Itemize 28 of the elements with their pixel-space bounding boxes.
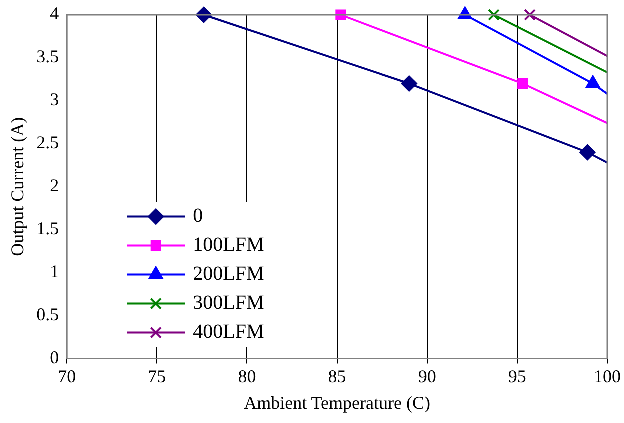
legend-label: 300LFM: [193, 292, 264, 314]
y-tick-label: 4: [50, 4, 60, 24]
y-tick-label: 0.5: [36, 304, 60, 325]
y-tick-label: 1.5: [36, 218, 60, 239]
legend-label: 200LFM: [193, 263, 264, 286]
legend-label: 0: [193, 205, 204, 228]
x-tick-label: 70: [58, 366, 76, 386]
x-tick-label: 75: [148, 366, 166, 386]
point: [518, 78, 528, 90]
x-tick-label: 100: [594, 366, 621, 386]
x-axis-title: Ambient Temperature (C): [244, 392, 430, 413]
x-tick-label: 80: [238, 366, 256, 386]
point: [488, 9, 500, 21]
y-tick-label: 2: [50, 176, 60, 196]
x-tick-label: 90: [418, 366, 436, 386]
point: [524, 9, 536, 21]
x-tick-label: 85: [328, 366, 346, 386]
legend-label: 100LFM: [193, 234, 264, 256]
y-axis-title: Output Current (A): [8, 117, 28, 256]
y-tick-label: 1: [50, 262, 60, 282]
y-tick-label: 3: [50, 90, 60, 110]
x-tick-label: 95: [508, 366, 526, 386]
point: [580, 144, 596, 161]
legend-label: 400LFM: [193, 321, 264, 344]
y-tick-label: 2.5: [36, 132, 60, 153]
y-tick-label: 3.5: [36, 46, 60, 67]
y-tick-label: 0: [50, 348, 60, 368]
point: [401, 76, 418, 92]
